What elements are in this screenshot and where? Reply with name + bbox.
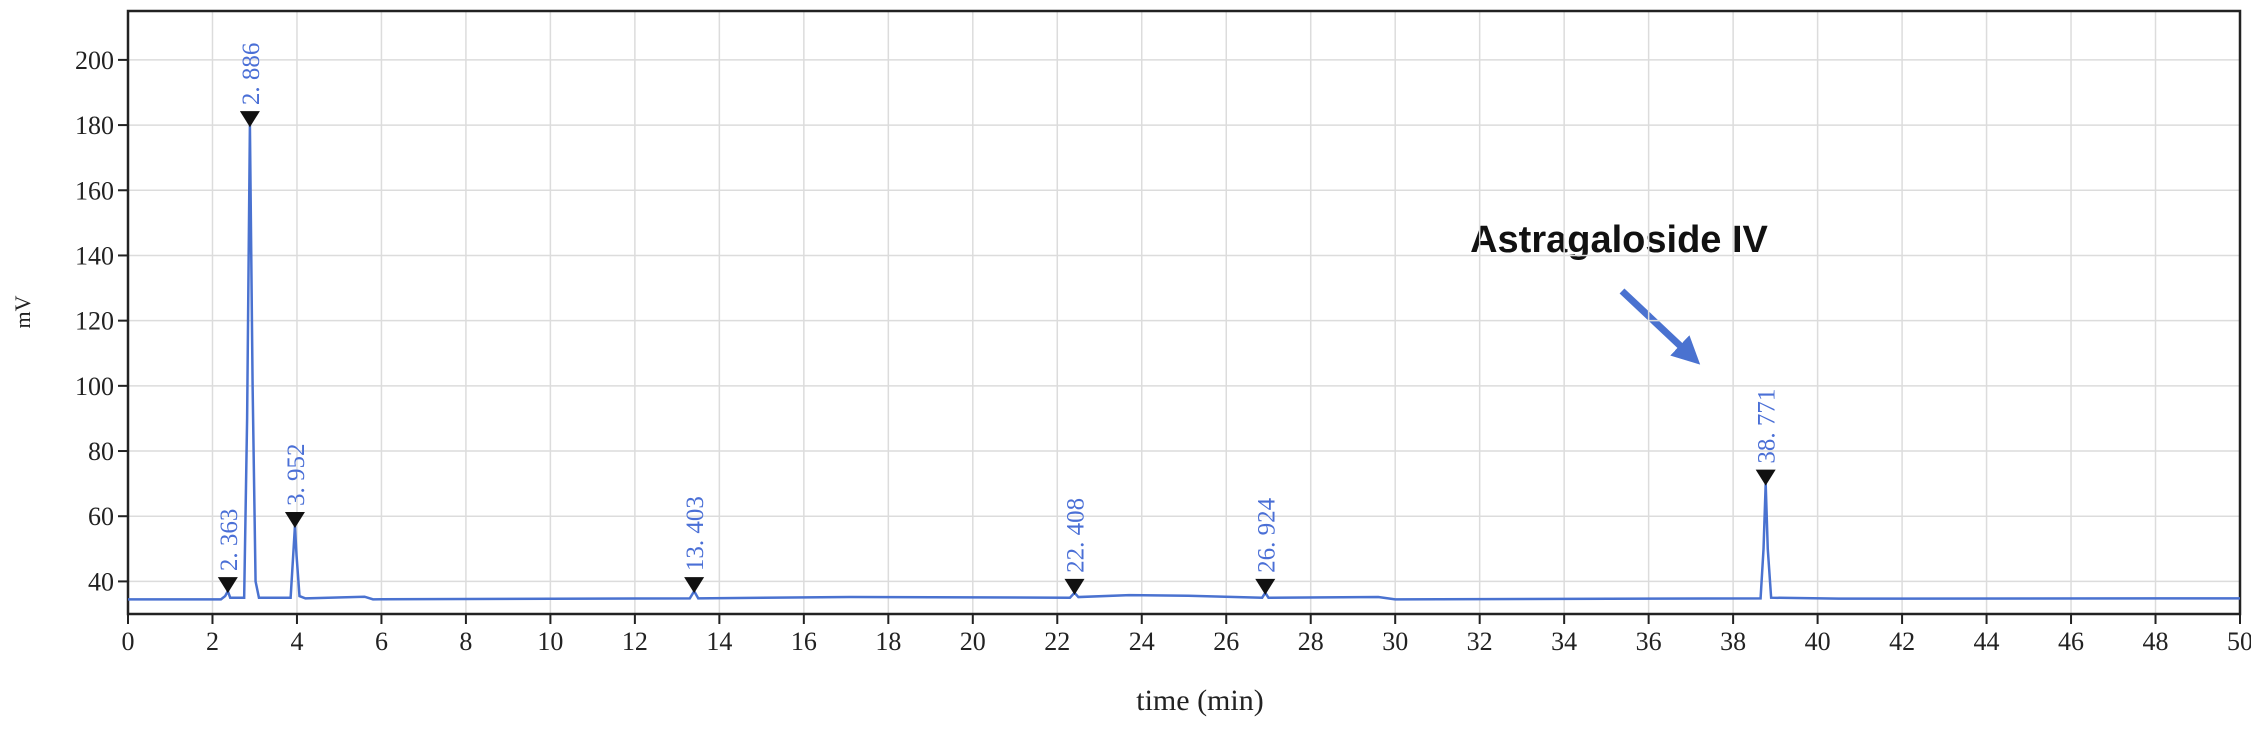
peak-label: 26. 924 xyxy=(1253,497,1280,573)
x-tick-label: 18 xyxy=(875,627,901,656)
peak-marker xyxy=(1755,469,1776,486)
peak-marker xyxy=(684,577,705,594)
x-tick-label: 28 xyxy=(1298,627,1324,656)
x-tick-label: 46 xyxy=(2058,627,2084,656)
x-tick-label: 42 xyxy=(1889,627,1915,656)
y-tick-label: 100 xyxy=(75,372,114,401)
x-tick-label: 38 xyxy=(1720,627,1746,656)
y-tick-label: 160 xyxy=(75,176,114,205)
x-tick-label: 48 xyxy=(2143,627,2169,656)
peak-marker xyxy=(1064,578,1085,595)
peak-label: 3. 952 xyxy=(283,443,310,506)
y-tick-label: 180 xyxy=(75,111,114,140)
x-tick-label: 50 xyxy=(2227,627,2251,656)
peak-label: 38. 771 xyxy=(1754,389,1781,464)
y-tick-label: 80 xyxy=(88,437,114,466)
x-tick-label: 14 xyxy=(706,627,732,656)
x-tick-label: 22 xyxy=(1044,627,1070,656)
y-tick-label: 200 xyxy=(75,46,114,75)
peak-marker xyxy=(239,111,260,128)
x-tick-label: 12 xyxy=(622,627,648,656)
x-tick-label: 0 xyxy=(122,627,135,656)
peak-label: 2. 363 xyxy=(216,509,243,572)
x-axis-label: time (min) xyxy=(1136,684,1263,717)
x-tick-label: 24 xyxy=(1129,627,1155,656)
y-axis-label: mV xyxy=(10,295,35,328)
plot-frame xyxy=(126,9,2242,616)
peak-marker xyxy=(284,511,305,528)
x-tick-label: 36 xyxy=(1636,627,1662,656)
x-tick-label: 2 xyxy=(206,627,219,656)
x-tick-label: 30 xyxy=(1382,627,1408,656)
peak-label: 13. 403 xyxy=(682,496,709,571)
x-tick-label: 32 xyxy=(1467,627,1493,656)
peak-label: 22. 408 xyxy=(1063,498,1090,573)
x-tick-label: 8 xyxy=(459,627,472,656)
x-tick-label: 26 xyxy=(1213,627,1239,656)
y-tick-label: 140 xyxy=(75,241,114,270)
x-tick-label: 4 xyxy=(290,627,303,656)
x-tick-label: 16 xyxy=(791,627,817,656)
y-tick-label: 60 xyxy=(88,502,114,531)
peak-marker xyxy=(1255,578,1276,595)
y-tick-label: 40 xyxy=(88,567,114,596)
x-tick-label: 10 xyxy=(537,627,563,656)
trace xyxy=(128,125,2241,601)
peak-label: 2. 886 xyxy=(238,43,265,106)
x-tick-label: 6 xyxy=(375,627,388,656)
x-tick-label: 40 xyxy=(1805,627,1831,656)
x-tick-label: 34 xyxy=(1551,627,1577,656)
x-tick-label: 44 xyxy=(1974,627,2000,656)
annotation: Astragaloside IV xyxy=(1470,219,1768,261)
x-tick-label: 20 xyxy=(960,627,986,656)
y-tick-label: 120 xyxy=(75,307,114,336)
peak-marker xyxy=(217,577,238,594)
annotation-arrow xyxy=(1619,288,1701,365)
